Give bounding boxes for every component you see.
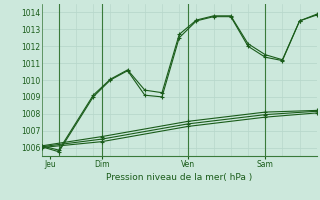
X-axis label: Pression niveau de la mer( hPa ): Pression niveau de la mer( hPa ) <box>106 173 252 182</box>
